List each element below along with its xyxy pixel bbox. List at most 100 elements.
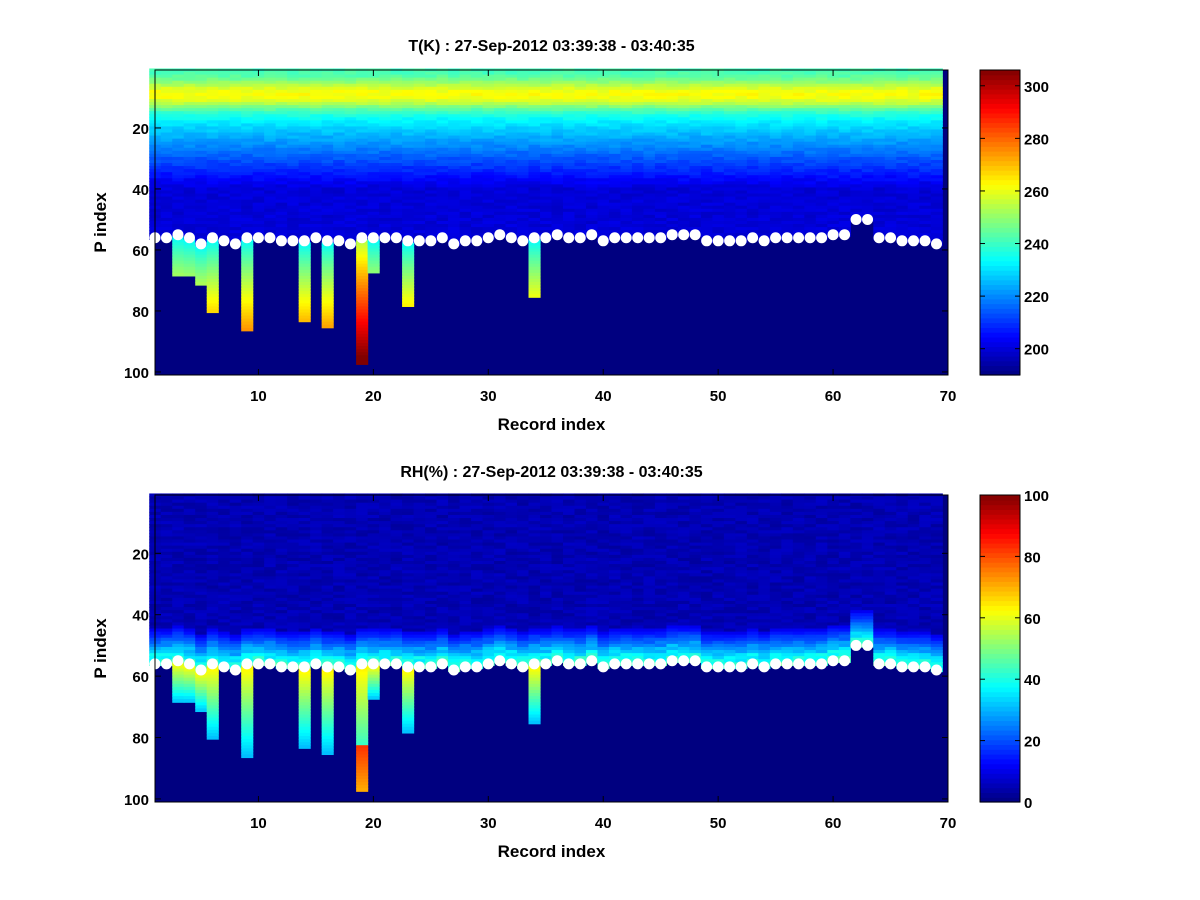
heatmap-cell xyxy=(930,105,943,109)
heatmap-cell xyxy=(264,120,277,124)
heatmap-cell xyxy=(723,120,736,124)
heatmap-cell xyxy=(287,196,300,201)
heatmap-cell xyxy=(321,269,334,274)
heatmap-cell xyxy=(183,637,196,642)
heatmap-cell xyxy=(172,533,185,538)
heatmap-cell xyxy=(241,153,254,158)
surface-marker xyxy=(758,235,770,247)
heatmap-cell xyxy=(919,86,932,91)
heatmap-cell xyxy=(264,511,277,516)
heatmap-cell xyxy=(183,686,196,691)
heatmap-cell xyxy=(241,285,254,289)
heatmap-cell xyxy=(183,272,196,277)
heatmap-cell xyxy=(206,281,219,286)
heatmap-cell xyxy=(654,227,668,231)
heatmap-cell xyxy=(344,138,357,143)
heatmap-cell xyxy=(517,114,530,118)
heatmap-cell xyxy=(861,89,874,94)
colorbar-segment xyxy=(980,93,1020,100)
heatmap-cell xyxy=(356,193,369,198)
heatmap-cell xyxy=(195,643,208,648)
heatmap-cell xyxy=(183,227,196,231)
heatmap-cell xyxy=(873,199,886,204)
heatmap-cell xyxy=(160,567,173,571)
heatmap-cell xyxy=(689,108,702,112)
heatmap-cell xyxy=(172,126,185,131)
heatmap-cell xyxy=(505,181,518,185)
heatmap-cell xyxy=(666,163,679,167)
heatmap-cell xyxy=(229,178,242,182)
heatmap-cell xyxy=(172,187,185,192)
heatmap-cell xyxy=(873,163,886,167)
heatmap-cell xyxy=(827,95,840,100)
heatmap-cell xyxy=(356,184,369,189)
heatmap-cell xyxy=(723,175,736,179)
heatmap-cell xyxy=(517,196,530,201)
heatmap-cell xyxy=(241,132,254,137)
heatmap-cell xyxy=(333,74,346,79)
heatmap-cell xyxy=(689,144,702,149)
heatmap-cell xyxy=(494,132,507,137)
heatmap-cell xyxy=(654,184,668,189)
heatmap-cell xyxy=(321,294,334,298)
heatmap-cell xyxy=(344,77,357,82)
heatmap-cell xyxy=(631,111,645,115)
heatmap-cell xyxy=(252,135,265,140)
heatmap-cell xyxy=(160,141,173,146)
heatmap-cell xyxy=(241,518,254,522)
heatmap-cell xyxy=(585,220,599,225)
heatmap-cell xyxy=(172,536,185,541)
heatmap-cell xyxy=(827,153,840,158)
heatmap-cell xyxy=(356,230,369,234)
heatmap-cell xyxy=(264,539,277,544)
heatmap-cell xyxy=(195,554,208,559)
colorbar-tick-label: 240 xyxy=(1024,237,1049,254)
heatmap-cell xyxy=(585,95,599,100)
heatmap-cell xyxy=(298,123,311,128)
heatmap-cell xyxy=(884,71,897,76)
heatmap-cell xyxy=(562,126,576,131)
heatmap-cell xyxy=(804,169,817,173)
heatmap-cell xyxy=(218,196,231,201)
heatmap-cell xyxy=(195,132,208,137)
heatmap-cell xyxy=(459,193,472,198)
heatmap-cell xyxy=(310,181,323,185)
heatmap-cell xyxy=(183,653,196,657)
heatmap-cell xyxy=(183,217,196,222)
heatmap-cell xyxy=(390,86,403,91)
heatmap-cell xyxy=(275,135,288,140)
heatmap-cell xyxy=(229,640,242,645)
heatmap-cell xyxy=(723,105,736,109)
heatmap-cell xyxy=(585,175,599,179)
heatmap-cell xyxy=(241,126,254,131)
heatmap-cell xyxy=(884,169,897,173)
heatmap-cell xyxy=(494,117,507,121)
heatmap-cell xyxy=(643,138,656,143)
heatmap-cell xyxy=(471,187,484,192)
heatmap-cell xyxy=(562,138,576,143)
heatmap-cell xyxy=(172,83,185,88)
heatmap-cell xyxy=(183,129,196,134)
heatmap-cell xyxy=(333,187,346,192)
heatmap-cell xyxy=(195,505,208,510)
heatmap-cell xyxy=(758,114,771,118)
heatmap-cell xyxy=(252,591,265,596)
heatmap-cell xyxy=(183,680,196,685)
heatmap-cell xyxy=(815,105,828,109)
heatmap-cell xyxy=(689,163,702,167)
heatmap-cell xyxy=(804,86,817,91)
heatmap-cell xyxy=(517,156,530,161)
heatmap-cell xyxy=(884,175,897,179)
heatmap-cell xyxy=(160,551,173,556)
heatmap-cell xyxy=(241,129,254,134)
heatmap-cell xyxy=(689,224,702,228)
heatmap-cell xyxy=(540,111,553,115)
heatmap-cell xyxy=(275,89,288,94)
heatmap-cell xyxy=(643,163,656,167)
surface-marker xyxy=(793,232,805,244)
heatmap-cell xyxy=(195,591,208,596)
heatmap-cell xyxy=(608,156,622,161)
heatmap-cell xyxy=(471,181,484,185)
heatmap-cell xyxy=(413,181,426,185)
heatmap-cell xyxy=(298,126,311,131)
